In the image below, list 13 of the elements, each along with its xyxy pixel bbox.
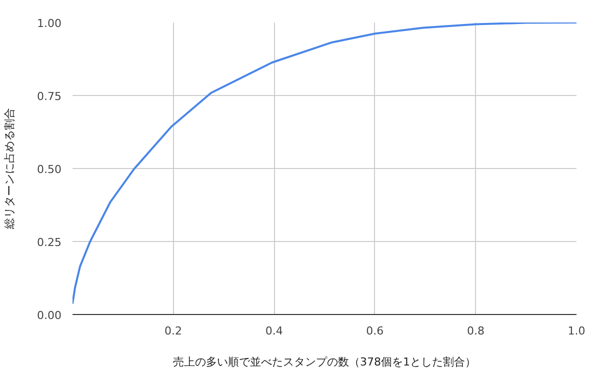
y-tick-label: 0.00 <box>37 309 62 322</box>
y-tick-label: 0.25 <box>37 236 62 249</box>
x-tick-label: 1.0 <box>568 324 586 338</box>
x-axis-title: 売上の多い順で並べたスタンプの数（378個を1とした割合） <box>173 356 476 368</box>
y-axis-title: 総リターンに占める割合 <box>3 108 16 230</box>
line-series <box>72 22 576 305</box>
x-tick-label: 0.2 <box>164 324 182 338</box>
x-tick-label: 0.4 <box>265 324 283 338</box>
x-tick-label: 0.6 <box>366 324 384 338</box>
x-tick-label: 0.8 <box>466 324 484 338</box>
y-tick-label: 0.50 <box>37 163 62 176</box>
y-tick-label: 1.00 <box>37 17 62 30</box>
y-tick-label: 0.75 <box>37 90 62 103</box>
